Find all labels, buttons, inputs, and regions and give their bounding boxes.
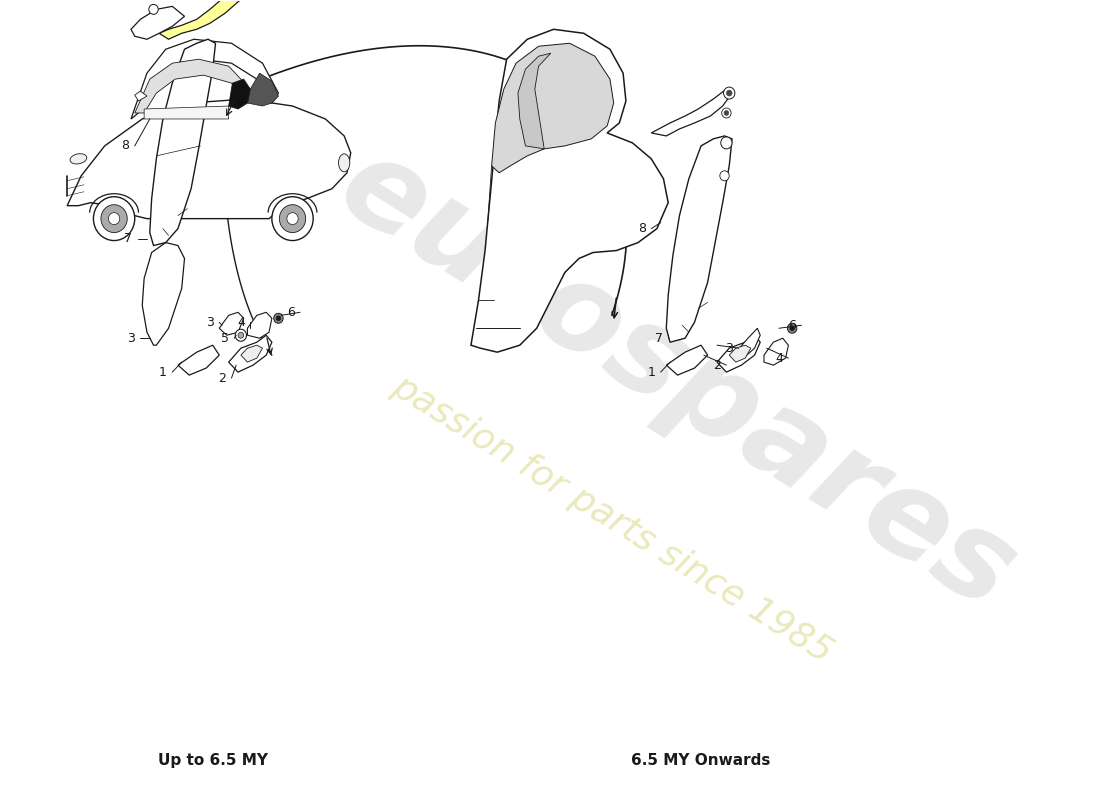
Circle shape [724, 110, 729, 115]
Circle shape [719, 170, 729, 181]
Text: 4: 4 [236, 316, 245, 329]
Polygon shape [150, 39, 216, 246]
Text: 1: 1 [647, 366, 656, 378]
Text: 3: 3 [206, 316, 213, 329]
Text: Up to 6.5 MY: Up to 6.5 MY [157, 754, 267, 768]
Circle shape [726, 90, 732, 96]
Circle shape [788, 323, 796, 334]
Polygon shape [518, 54, 551, 149]
Text: 1: 1 [160, 366, 167, 378]
Text: 3: 3 [725, 342, 734, 354]
Circle shape [279, 205, 306, 233]
Text: 2: 2 [713, 358, 721, 372]
Text: 8: 8 [121, 139, 130, 152]
Polygon shape [651, 89, 732, 136]
Polygon shape [492, 43, 614, 173]
Polygon shape [667, 345, 707, 375]
Circle shape [720, 137, 732, 149]
Ellipse shape [339, 154, 350, 172]
Polygon shape [471, 30, 668, 352]
Polygon shape [229, 335, 272, 372]
Polygon shape [248, 73, 278, 106]
Polygon shape [219, 312, 244, 335]
Circle shape [276, 316, 280, 321]
Polygon shape [134, 59, 248, 113]
Polygon shape [241, 345, 263, 362]
Text: 6.5 MY Onwards: 6.5 MY Onwards [631, 754, 771, 768]
Text: 5: 5 [221, 332, 229, 345]
Polygon shape [178, 345, 219, 375]
Polygon shape [67, 99, 351, 218]
Text: 7: 7 [654, 332, 663, 345]
Polygon shape [134, 91, 147, 101]
Ellipse shape [70, 154, 87, 164]
Polygon shape [667, 136, 732, 342]
Polygon shape [160, 0, 248, 39]
Circle shape [101, 205, 128, 233]
Polygon shape [248, 312, 272, 338]
Text: 6: 6 [789, 318, 796, 332]
Polygon shape [142, 242, 185, 345]
Text: 6: 6 [287, 306, 295, 319]
Text: 4: 4 [776, 352, 783, 365]
Text: 8: 8 [638, 222, 646, 235]
Polygon shape [229, 79, 251, 109]
Circle shape [238, 332, 244, 338]
Circle shape [722, 108, 732, 118]
Circle shape [109, 213, 120, 225]
Circle shape [148, 4, 158, 14]
Circle shape [724, 87, 735, 99]
Polygon shape [144, 106, 229, 119]
Text: 2: 2 [218, 371, 226, 385]
Text: 7: 7 [124, 232, 132, 245]
Circle shape [272, 197, 313, 241]
Polygon shape [131, 39, 278, 119]
Polygon shape [717, 335, 760, 372]
Circle shape [790, 326, 794, 330]
Text: 3: 3 [128, 332, 135, 345]
Text: passion for parts since 1985: passion for parts since 1985 [386, 370, 838, 670]
Circle shape [94, 197, 134, 241]
Polygon shape [729, 345, 751, 362]
Circle shape [274, 314, 283, 323]
Circle shape [287, 213, 298, 225]
Polygon shape [131, 6, 185, 39]
Polygon shape [736, 328, 760, 358]
Text: eurospares: eurospares [319, 126, 1036, 634]
Circle shape [235, 330, 246, 342]
Polygon shape [764, 338, 789, 365]
